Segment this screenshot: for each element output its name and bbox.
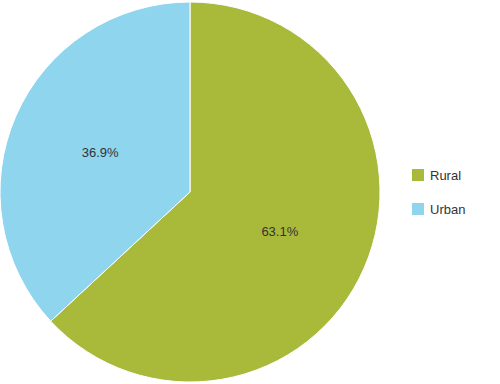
svg-text:Urban: Urban	[430, 202, 465, 217]
svg-text:36.9%: 36.9%	[82, 145, 119, 160]
svg-text:Rural: Rural	[430, 168, 461, 183]
svg-text:63.1%: 63.1%	[261, 224, 298, 239]
